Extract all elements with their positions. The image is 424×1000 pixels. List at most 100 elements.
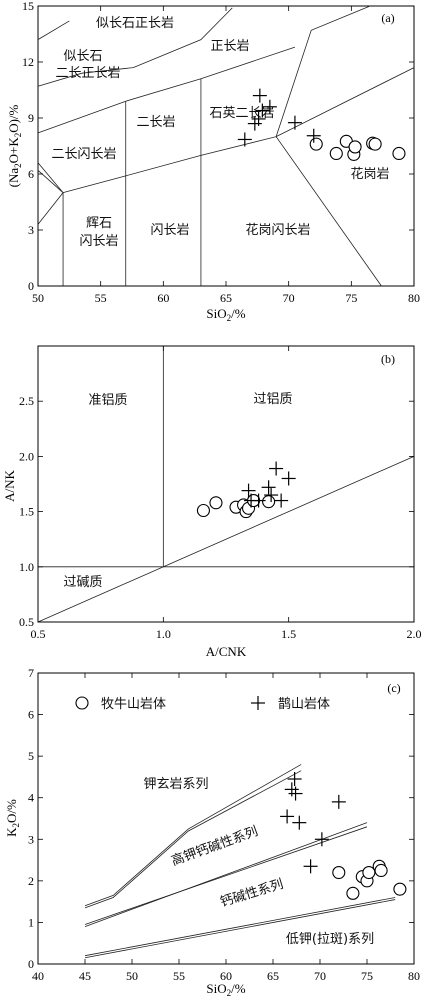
- data-point-circle: [262, 495, 276, 509]
- chart-c-x-tick-label: 80: [408, 969, 420, 983]
- chart-c-x-tick-label: 70: [314, 969, 326, 983]
- chart-b-field-label-3: 过碱质: [63, 575, 102, 590]
- chart-b-field-line: [37, 456, 415, 623]
- chart-a-x-tick-label: 75: [345, 291, 357, 305]
- chart-a-y-tick-label: 6: [28, 167, 34, 181]
- chart-c-y-tick-label: 6: [28, 708, 34, 722]
- data-point-circle: [368, 137, 382, 151]
- legend-circle-marker: [75, 696, 89, 710]
- data-point-circle: [362, 865, 376, 880]
- chart-a-field-label-3: 正长岩: [210, 39, 249, 54]
- legend-label-1: 牧牛山岩体: [101, 697, 166, 712]
- data-point-cross: [280, 809, 295, 824]
- data-point-cross: [288, 786, 303, 801]
- chart-a-field-label-9: 花岗闪长岩: [245, 222, 310, 238]
- chart-c-series-boundaries: [84, 764, 396, 959]
- chart-c-series-line: [84, 826, 368, 925]
- chart-c-legend: 牧牛山岩体 鹊山岩体: [75, 696, 330, 712]
- chart-b-y-tick-label: 2.0: [19, 449, 34, 463]
- chart-c-y-tick-label: 7: [28, 666, 34, 680]
- data-point-cross: [306, 128, 321, 143]
- chart-a-x-axis-label: SiO2/%: [206, 306, 245, 323]
- chart-a-data-points: [237, 88, 406, 161]
- chart-a-x-tick-label: 80: [408, 291, 420, 305]
- chart-c-data-points: [280, 772, 407, 900]
- chart-c-field-label-4: 低钾(拉斑)系列: [286, 932, 374, 947]
- chart-c-tag: (c): [387, 681, 400, 695]
- chart-a-y-tick-label: 3: [28, 223, 34, 237]
- data-point-cross: [331, 794, 346, 809]
- chart-b-y-tick-label: 1.0: [19, 560, 34, 574]
- chart-a-x-tick-label: 55: [95, 291, 107, 305]
- chart-b: 0.5 1.0 1.5 2.00.51.01.52.02.5 (b) 准铝质 过铝质 …: [2, 345, 422, 659]
- chart-c-series-line: [84, 770, 302, 909]
- chart-c-frame: [37, 672, 415, 965]
- data-point-cross: [255, 103, 270, 118]
- chart-a-field-line: [37, 162, 64, 193]
- data-point-cross: [314, 832, 329, 847]
- data-point-cross: [287, 115, 302, 130]
- data-point-circle: [374, 863, 388, 878]
- chart-a-x-tick-label: 50: [32, 291, 44, 305]
- chart-c-series-line: [84, 764, 302, 907]
- chart-a-field-label-7a: 辉石: [86, 216, 112, 231]
- chart-c-field-label-3: 钙碱性系列: [219, 877, 286, 910]
- data-point-cross: [287, 772, 302, 787]
- data-point-cross: [262, 99, 277, 114]
- chart-c-y-tick-label: 1: [28, 915, 34, 929]
- chart-a-y-tick-label: 9: [28, 111, 34, 125]
- chart-c-y-tick-label: 0: [28, 957, 34, 971]
- chart-c-y-tick-label: 2: [28, 874, 34, 888]
- chart-c-x-tick-label: 45: [79, 969, 91, 983]
- chart-a-field-line: [37, 7, 233, 87]
- chart-c-x-tick-label: 55: [173, 969, 185, 983]
- chart-a-field-label-10: 花岗岩: [350, 166, 389, 182]
- chart-c-series-line: [84, 899, 396, 959]
- data-point-cross: [284, 782, 299, 797]
- data-point-cross: [261, 480, 276, 495]
- chart-b-tag: (b): [381, 352, 395, 366]
- chart-c-y-tick-label: 5: [28, 749, 34, 763]
- data-point-cross: [251, 111, 266, 126]
- chart-c-x-tick-label: 65: [267, 969, 279, 983]
- chart-a-x-tick-label: 70: [283, 291, 295, 305]
- chart-c-x-tick-label: 50: [126, 969, 138, 983]
- chart-c-field-label-2: 高钾钙碱性系列: [169, 823, 260, 869]
- chart-a-field-label-6: 二长闪长岩: [51, 147, 116, 162]
- data-point-cross: [292, 815, 307, 830]
- chart-a-field-label-8: 闪长岩: [150, 223, 189, 238]
- chart-a-field-line: [275, 67, 415, 138]
- data-point-circle: [348, 140, 362, 154]
- chart-c-y-tick-label: 3: [28, 832, 34, 846]
- data-point-circle: [393, 882, 407, 896]
- chart-a-x-tick-label: 65: [220, 291, 232, 305]
- data-point-circle: [329, 146, 343, 161]
- chart-b-x-tick-label: 1.5: [281, 627, 296, 641]
- data-point-circle: [346, 886, 360, 900]
- data-point-cross: [264, 488, 279, 503]
- chart-c-series-line: [84, 822, 368, 927]
- chart-a-field-label-4: 二长岩: [136, 115, 175, 130]
- data-point-cross: [269, 461, 284, 476]
- data-point-cross: [303, 859, 318, 874]
- chart-b-y-tick-label: 0.5: [19, 615, 34, 629]
- data-point-circle: [196, 503, 210, 518]
- data-point-circle: [309, 137, 323, 151]
- data-point-cross: [281, 471, 296, 486]
- chart-c-x-tick-label: 40: [32, 969, 44, 983]
- chart-b-x-tick-label: 1.0: [156, 627, 171, 641]
- chart-c-x-tick-label: 60: [220, 969, 232, 983]
- chart-a-field-line: [275, 5, 371, 137]
- chart-c-y-tick-label: 4: [28, 791, 34, 805]
- chart-a-field-boundaries: [37, 5, 415, 287]
- chart-b-x-axis-label: A/CNK: [206, 644, 247, 659]
- data-point-cross: [274, 493, 289, 508]
- chart-c-series-line: [84, 897, 396, 957]
- chart-a-ticks: 50 55 60 65 70 75 80 0 3 6 9 12 15: [22, 0, 420, 305]
- chart-b-ticks: 0.5 1.0 1.5 2.0 0.5 1.0 1.5 2.0 2.5: [19, 346, 422, 641]
- chart-c-y-axis-label: K2O/%: [4, 799, 21, 837]
- chart-a-field-label-2a: 似长石: [63, 49, 102, 64]
- chart-a-y-tick-label: 0: [28, 279, 34, 293]
